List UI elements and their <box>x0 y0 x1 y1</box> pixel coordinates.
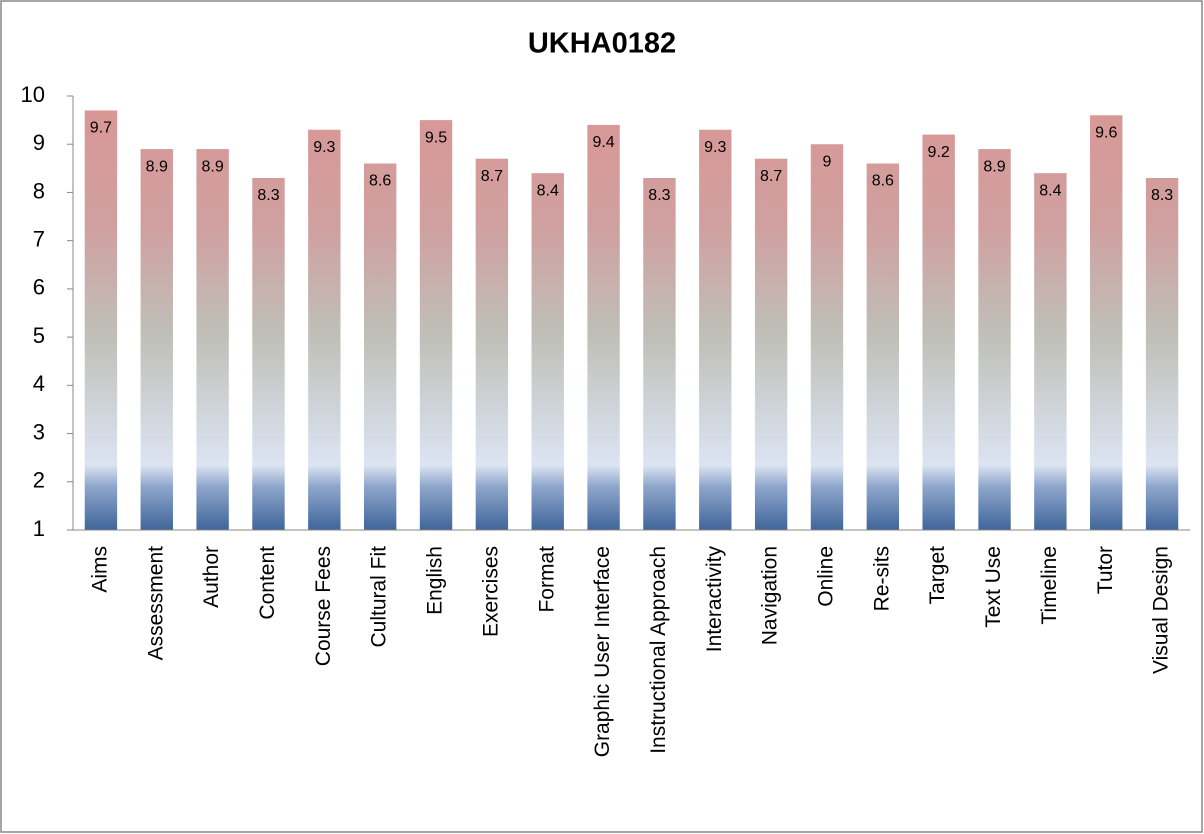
value-label: 8.6 <box>872 173 894 190</box>
value-label: 8.3 <box>257 187 279 204</box>
bar <box>699 129 732 530</box>
x-tick-label: Text Use <box>982 546 1005 628</box>
y-tick-label: 2 <box>33 468 45 493</box>
x-tick-label: Instructional Approach <box>647 546 670 754</box>
x-tick-label: Assessment <box>144 546 167 661</box>
bar <box>475 158 509 530</box>
x-tick-label: Course Fees <box>312 546 335 666</box>
x-tick-label: Cultural Fit <box>368 546 391 648</box>
x-tick-label: Navigation <box>759 546 782 645</box>
value-label: 8.9 <box>202 158 224 175</box>
value-label: 8.3 <box>648 187 670 204</box>
bar <box>363 163 397 530</box>
bar <box>140 149 173 531</box>
x-tick-label: Visual Design <box>1150 546 1173 674</box>
bar <box>531 173 564 530</box>
x-tick-label: Timeline <box>1038 546 1061 625</box>
bar <box>643 177 676 530</box>
chart-title: UKHA0182 <box>528 28 676 60</box>
x-tick-label: Target <box>926 546 949 605</box>
y-tick-label: 9 <box>33 130 45 155</box>
bar <box>252 177 285 530</box>
value-label: 9.2 <box>928 144 950 161</box>
value-label: 9.5 <box>425 129 447 146</box>
value-label: 8.4 <box>1039 182 1061 199</box>
y-tick-label: 8 <box>33 178 45 203</box>
x-tick-label: Tutor <box>1094 546 1117 594</box>
value-label: 9.7 <box>90 120 112 137</box>
value-label: 9 <box>823 153 832 170</box>
bar <box>810 144 844 530</box>
value-label: 9.3 <box>704 139 726 156</box>
bar <box>1034 173 1067 530</box>
value-label: 9.3 <box>313 139 335 156</box>
bar <box>754 158 788 530</box>
bar <box>1090 115 1123 531</box>
y-tick-label: 7 <box>33 226 45 251</box>
bar <box>419 120 453 530</box>
value-label: 8.6 <box>369 173 391 190</box>
value-label: 8.7 <box>481 168 503 185</box>
x-tick-label: Interactivity <box>703 546 726 653</box>
bar <box>1145 177 1179 530</box>
x-tick-label: Re-sits <box>870 546 893 611</box>
y-tick-label: 4 <box>33 371 45 396</box>
value-label: 9.6 <box>1095 125 1117 142</box>
x-tick-label: Format <box>535 546 558 613</box>
x-tick-label: Aims <box>88 546 111 593</box>
value-label: 8.9 <box>146 158 168 175</box>
bar <box>866 163 900 530</box>
y-tick-label: 10 <box>21 82 45 107</box>
value-label: 8.4 <box>537 182 559 199</box>
y-tick-label: 1 <box>33 516 45 541</box>
bar <box>308 129 341 530</box>
bar <box>978 149 1011 531</box>
x-tick-label: Graphic User Interface <box>591 546 614 757</box>
value-label: 9.4 <box>592 134 614 151</box>
x-tick-label: Content <box>256 546 279 620</box>
x-tick-label: English <box>424 546 447 615</box>
bar <box>922 134 955 531</box>
bar <box>587 124 620 530</box>
y-tick-label: 6 <box>33 275 45 300</box>
x-tick-label: Online <box>815 546 838 607</box>
value-label: 8.9 <box>983 158 1005 175</box>
x-tick-label: Author <box>200 546 223 608</box>
value-label: 8.7 <box>760 168 782 185</box>
bar <box>84 110 118 530</box>
y-tick-label: 5 <box>33 323 45 348</box>
value-label: 8.3 <box>1151 187 1173 204</box>
x-tick-label: Exercises <box>479 546 502 637</box>
bar <box>196 149 229 531</box>
y-tick-label: 3 <box>33 419 45 444</box>
